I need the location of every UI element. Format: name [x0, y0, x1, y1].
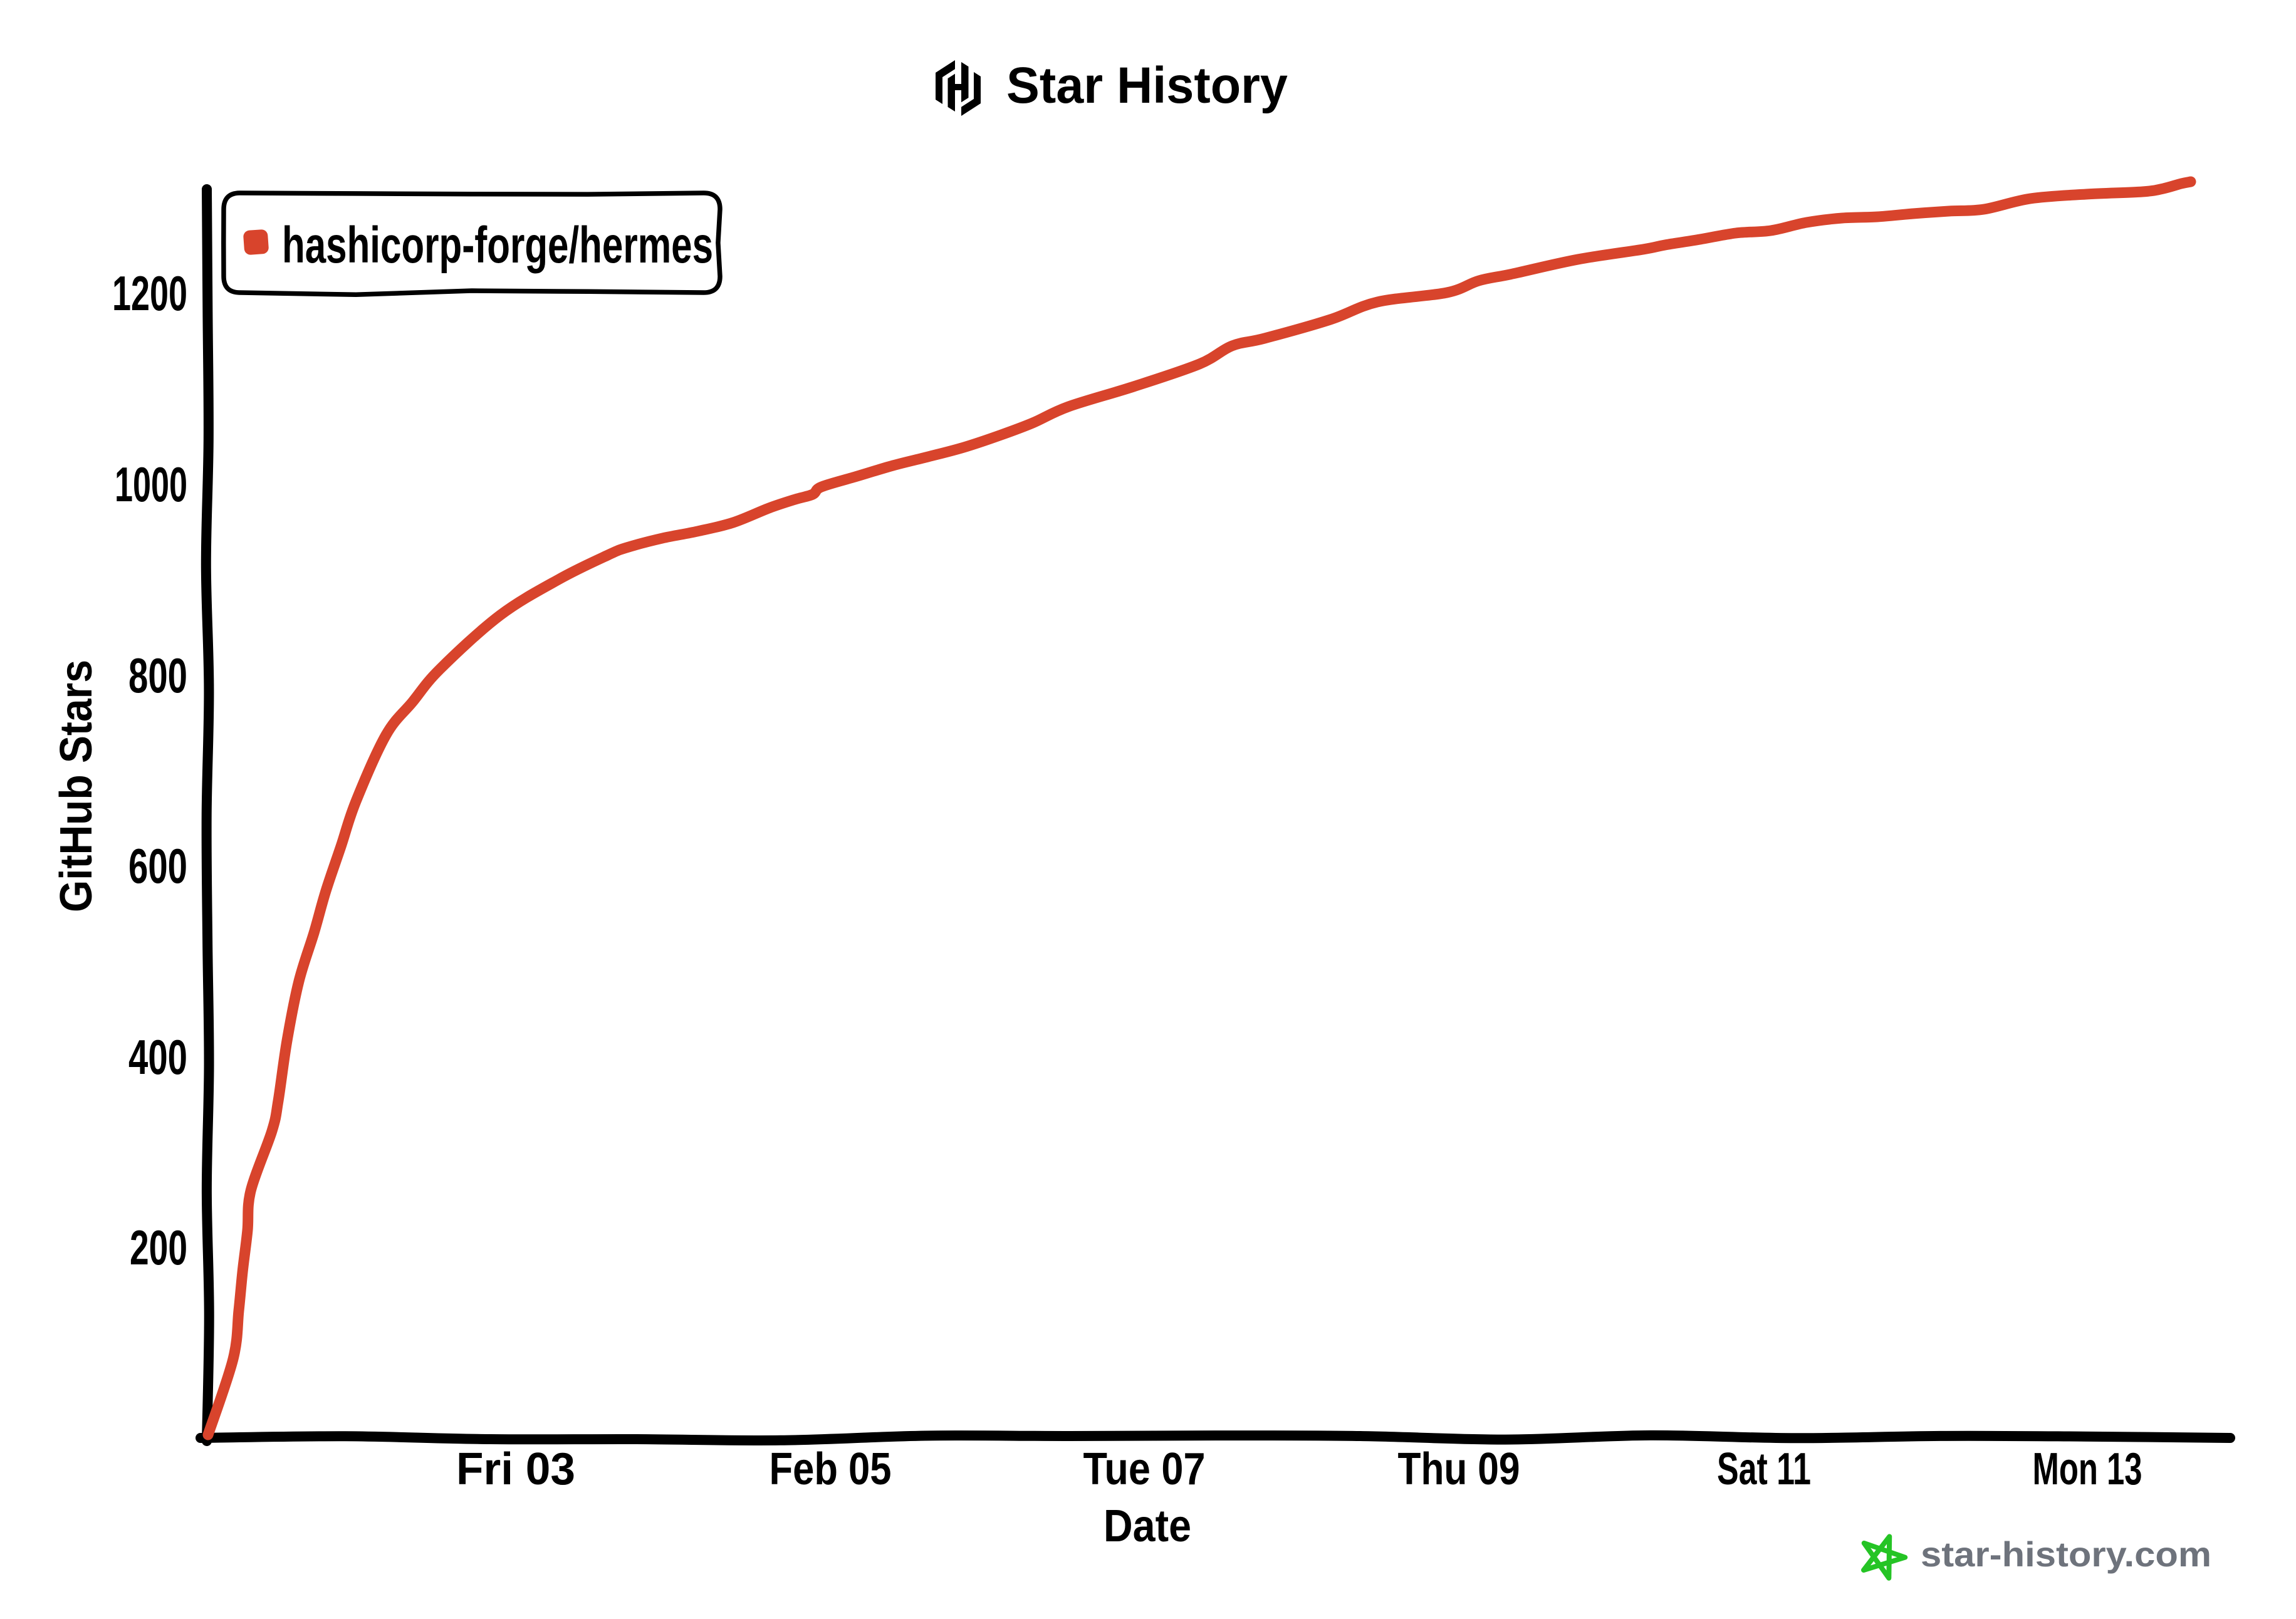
svg-text:Fri 03: Fri 03 [456, 1444, 575, 1494]
svg-text:hashicorp-forge/hermes: hashicorp-forge/hermes [282, 217, 713, 274]
svg-text:Date: Date [1104, 1501, 1191, 1551]
svg-text:800: 800 [128, 648, 187, 703]
svg-text:Mon 13: Mon 13 [2033, 1444, 2142, 1494]
svg-text:Sat 11: Sat 11 [1717, 1444, 1811, 1494]
svg-text:200: 200 [130, 1220, 187, 1275]
svg-text:600: 600 [128, 838, 187, 893]
svg-text:Feb 05: Feb 05 [770, 1444, 892, 1494]
svg-text:400: 400 [128, 1029, 187, 1085]
svg-text:Star History: Star History [1006, 57, 1288, 114]
svg-text:1200: 1200 [112, 266, 187, 321]
svg-text:1000: 1000 [115, 457, 187, 512]
svg-text:star-history.com: star-history.com [1921, 1534, 2211, 1574]
svg-text:Tue 07: Tue 07 [1083, 1444, 1206, 1494]
svg-text:Thu 09: Thu 09 [1398, 1444, 1520, 1494]
svg-text:GitHub Stars: GitHub Stars [51, 660, 102, 912]
